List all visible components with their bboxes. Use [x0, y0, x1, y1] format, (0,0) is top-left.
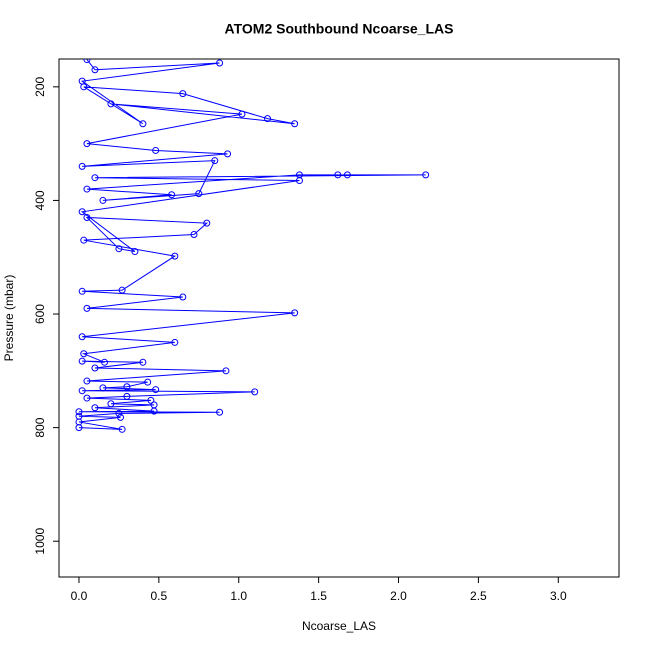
- data-point: [144, 378, 152, 386]
- plot-frame: [58, 58, 620, 578]
- chart-title: ATOM2 Southbound Ncoarse_LAS: [225, 21, 454, 37]
- data-point: [118, 286, 126, 294]
- data-point: [83, 59, 91, 64]
- data-point: [139, 358, 147, 366]
- data-point: [171, 338, 179, 346]
- data-point: [91, 404, 99, 412]
- data-point: [422, 171, 430, 179]
- data-point: [83, 394, 91, 402]
- data-point: [115, 245, 123, 253]
- data-point: [203, 219, 211, 227]
- data-point: [238, 110, 246, 118]
- data-point: [334, 171, 342, 179]
- data-point: [78, 387, 86, 395]
- data-point: [171, 252, 179, 260]
- data-point: [78, 208, 86, 216]
- y-tick-label: 1000: [33, 528, 47, 555]
- data-point: [117, 413, 125, 421]
- data-point: [91, 174, 99, 182]
- x-tick-label: 1.0: [230, 589, 247, 603]
- data-point: [222, 367, 230, 375]
- data-point: [195, 190, 203, 198]
- data-point: [75, 412, 83, 420]
- data-point: [78, 162, 86, 170]
- y-tick-label: 200: [33, 76, 47, 96]
- data-point: [123, 383, 131, 391]
- x-axis-label: Ncoarse_LAS: [302, 619, 376, 633]
- data-point: [211, 157, 219, 165]
- y-axis-label: Pressure (mbar): [2, 275, 16, 362]
- data-point: [168, 191, 176, 199]
- y-tick-label: 400: [33, 190, 47, 210]
- data-point: [83, 377, 91, 385]
- x-tick-label: 0.0: [71, 589, 88, 603]
- data-point: [78, 357, 86, 365]
- data-line: [78, 59, 426, 430]
- data-point: [150, 401, 158, 409]
- data-point: [91, 364, 99, 372]
- plot-area: [75, 59, 430, 433]
- y-tick-label: 800: [33, 417, 47, 437]
- data-point: [78, 287, 86, 295]
- data-point: [179, 293, 187, 301]
- data-point: [147, 396, 155, 404]
- data-point: [107, 400, 115, 408]
- data-point: [80, 236, 88, 244]
- data-point: [83, 140, 91, 148]
- x-tick-label: 3.0: [550, 589, 567, 603]
- x-tick-label: 2.5: [470, 589, 487, 603]
- data-point: [78, 333, 86, 341]
- data-point: [251, 388, 259, 396]
- data-point: [91, 66, 99, 74]
- data-point: [99, 196, 107, 204]
- x-tick-label: 2.0: [390, 589, 407, 603]
- data-point: [78, 77, 86, 85]
- data-point: [291, 309, 299, 317]
- data-point: [83, 185, 91, 193]
- data-point: [80, 350, 88, 358]
- data-point: [343, 171, 351, 179]
- data-point: [190, 231, 198, 239]
- data-point: [115, 409, 123, 417]
- data-point: [264, 115, 272, 123]
- data-point: [123, 392, 131, 400]
- data-point: [99, 384, 107, 392]
- data-point: [295, 171, 303, 179]
- data-point: [216, 59, 224, 67]
- data-point: [83, 213, 91, 221]
- data-point: [224, 150, 232, 158]
- data-point: [131, 248, 139, 256]
- data-point: [179, 90, 187, 98]
- data-point: [152, 386, 160, 394]
- data-point: [139, 120, 147, 128]
- data-point: [216, 408, 224, 416]
- x-tick-label: 0.5: [151, 589, 168, 603]
- y-tick-label: 600: [33, 304, 47, 324]
- data-point: [152, 146, 160, 154]
- x-tick-label: 1.5: [310, 589, 327, 603]
- data-point: [75, 408, 83, 416]
- data-point: [291, 120, 299, 128]
- data-point: [83, 304, 91, 312]
- data-point: [118, 425, 126, 433]
- data-point: [101, 358, 109, 366]
- data-point: [107, 100, 115, 108]
